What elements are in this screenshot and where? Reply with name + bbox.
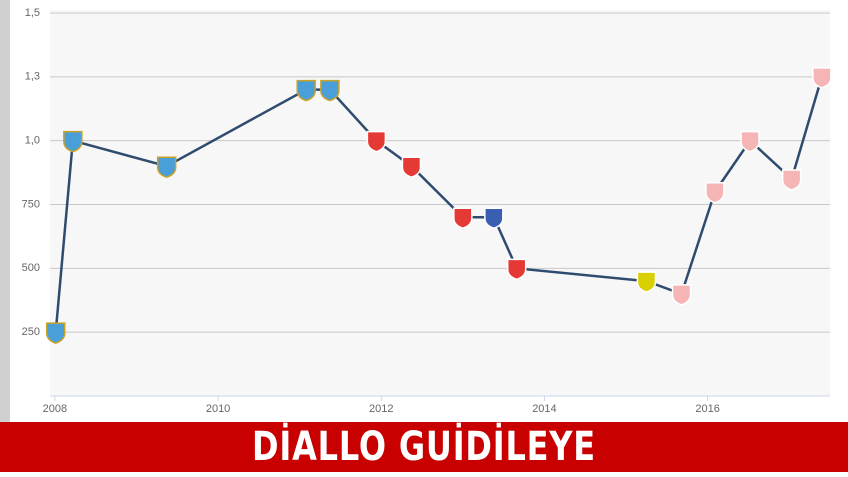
club-marker (63, 130, 83, 153)
club-marker (401, 156, 422, 178)
club-marker (812, 67, 832, 89)
club-marker (636, 271, 657, 293)
y-tick-label: 500 (22, 262, 40, 274)
x-tick-label: 2014 (532, 403, 556, 415)
plot-area (50, 10, 830, 396)
club-marker (45, 322, 66, 344)
line (54, 76, 824, 333)
y-tick-label: 1,5 (25, 7, 40, 19)
side-strip (0, 0, 10, 422)
club-marker (296, 79, 316, 102)
club-marker (156, 156, 177, 178)
club-marker (781, 169, 802, 191)
x-tick-label: 2016 (695, 403, 719, 415)
club-marker (506, 258, 527, 281)
y-tick-label: 1,0 (25, 135, 40, 147)
x-tick-label: 2012 (369, 403, 393, 415)
x-tick-label: 2008 (43, 403, 67, 415)
y-tick-label: 250 (22, 326, 40, 338)
club-marker (484, 207, 504, 230)
chart-title: DİALLO GUİDİLEYE (252, 422, 596, 469)
club-marker (366, 130, 387, 153)
y-tick-label: 1,3 (25, 71, 40, 83)
club-marker (453, 207, 473, 230)
y-tick-label: 750 (22, 198, 40, 210)
title-banner (0, 422, 848, 472)
x-tick-label: 2010 (206, 403, 230, 415)
club-marker (671, 284, 692, 306)
club-marker (740, 130, 760, 153)
club-marker (320, 79, 340, 102)
club-marker (705, 181, 725, 204)
